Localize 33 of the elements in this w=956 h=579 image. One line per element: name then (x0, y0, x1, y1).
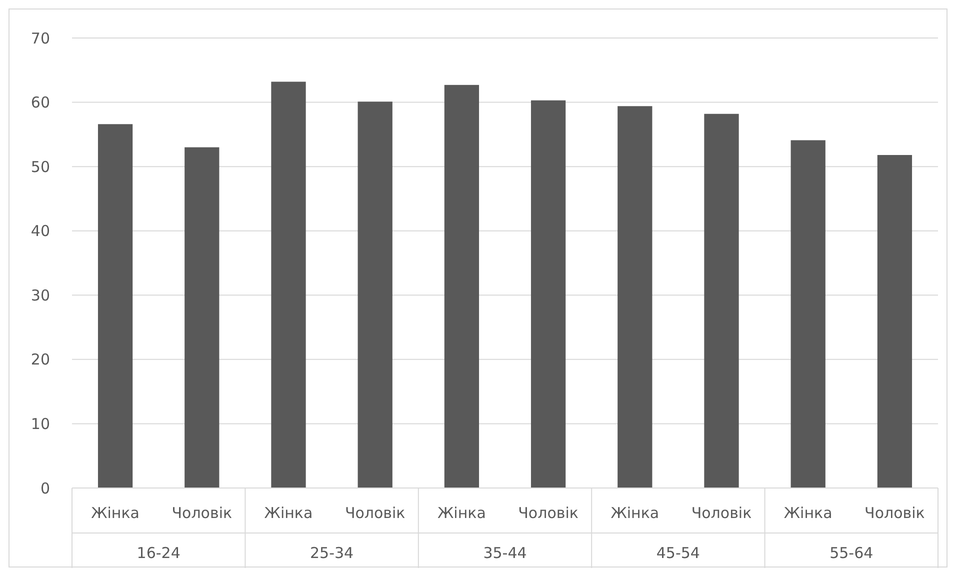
x-tick-label: Жінка (264, 504, 313, 522)
text: 55-64 (830, 544, 874, 562)
bar (704, 114, 739, 488)
x-tick-label: Чоловік (518, 504, 578, 522)
text: 25-34 (310, 544, 354, 562)
x-tick-label: Чоловік (864, 504, 925, 522)
y-tick-label: 20 (30, 350, 50, 369)
bar (444, 84, 480, 488)
x-tick-label: Чоловік (172, 504, 232, 522)
y-tick-label: 70 (30, 29, 50, 48)
y-tick-label: 40 (30, 222, 50, 240)
bar (877, 155, 912, 488)
x-tick-label: Жінка (784, 504, 832, 522)
bar (530, 100, 566, 488)
bar (358, 102, 392, 488)
bar (790, 140, 826, 488)
x-tick-label: Жінка (438, 504, 486, 522)
x-tick-label: Жінка (91, 504, 140, 522)
text: 45-54 (656, 544, 700, 562)
y-tick-label: 50 (30, 158, 50, 176)
y-tick-label: 10 (30, 414, 50, 433)
y-tick-label: 30 (30, 286, 50, 304)
x-tick-label: Жінка (610, 504, 660, 522)
y-tick-label: 60 (30, 94, 50, 112)
bar (98, 124, 133, 488)
text: 35-44 (483, 544, 527, 562)
x-tick-label: Чоловік (691, 504, 752, 522)
x-tick-label: Чоловік (344, 504, 406, 522)
bar (271, 82, 306, 488)
bar (618, 106, 652, 488)
y-tick-label: 0 (40, 479, 50, 498)
bar (184, 147, 220, 488)
text: 16-24 (136, 544, 180, 562)
